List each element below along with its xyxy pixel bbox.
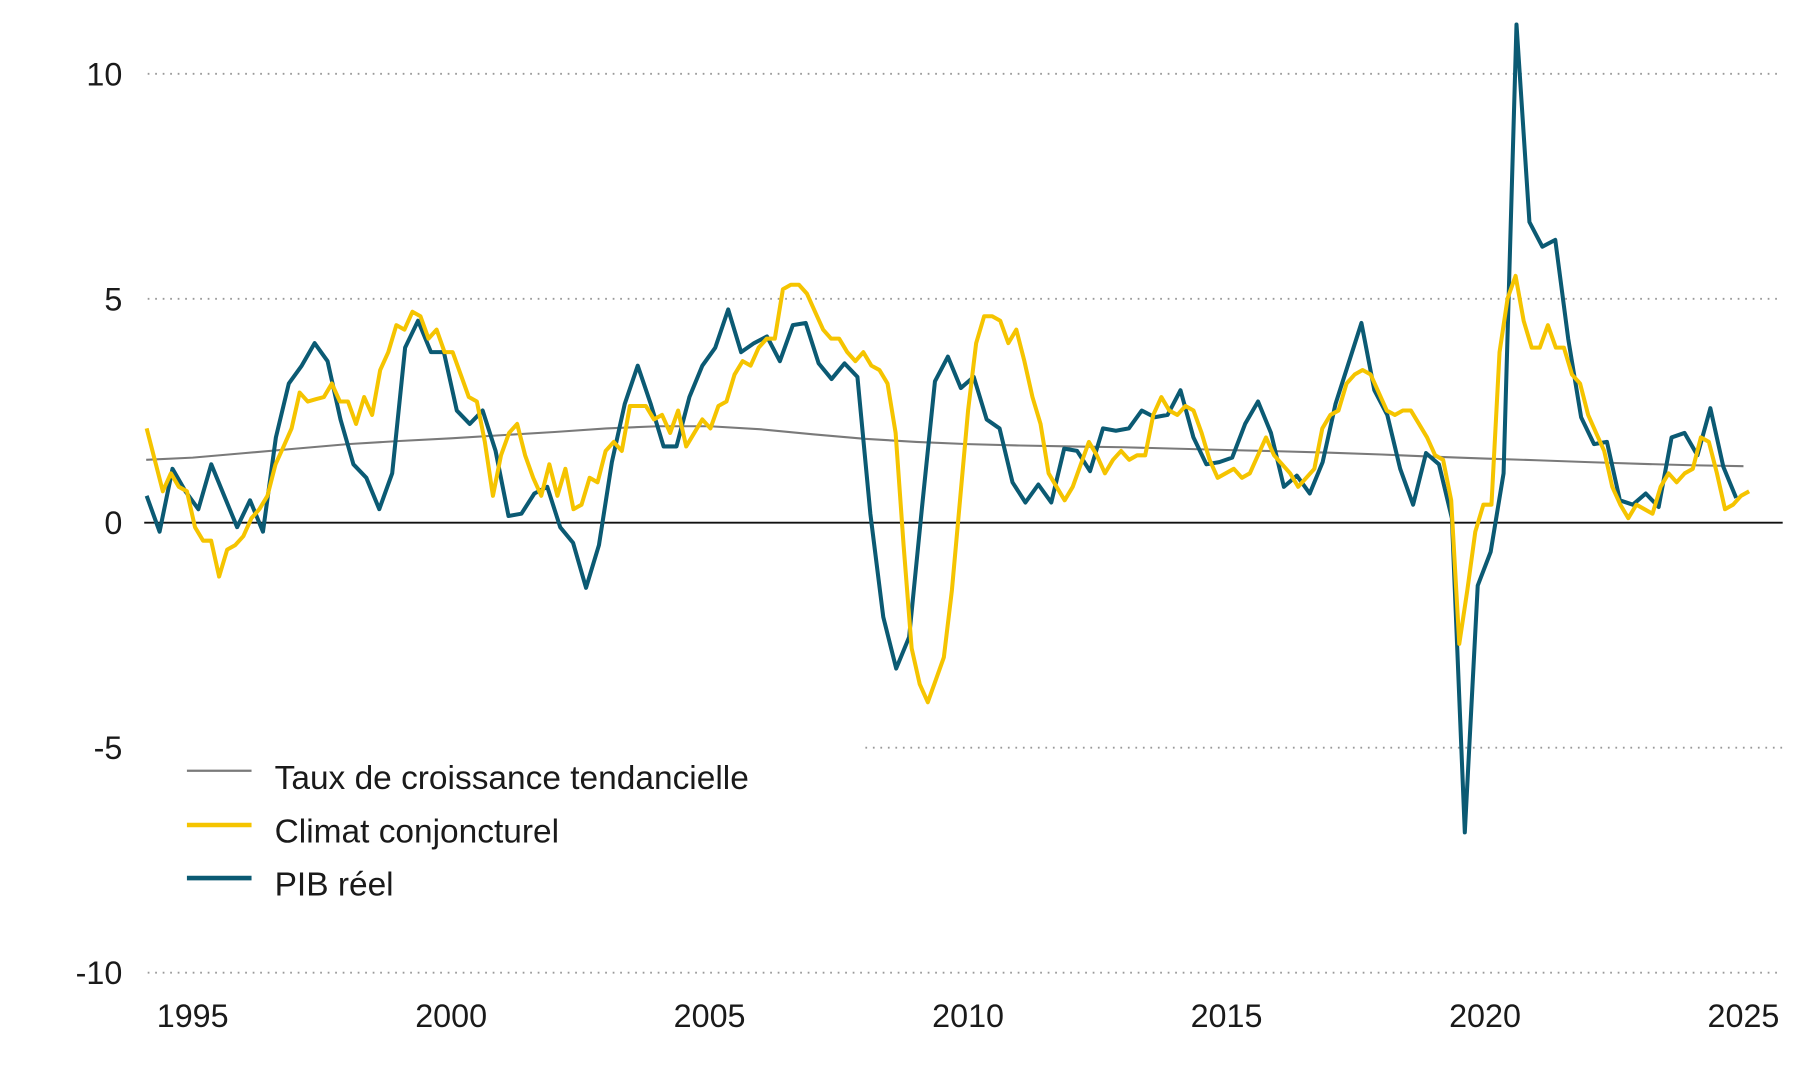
legend-label-pib: PIB réel — [275, 866, 394, 903]
x-tick-label: 2015 — [1191, 998, 1263, 1034]
x-tick-label: 2000 — [415, 998, 487, 1034]
y-tick-label: -10 — [76, 955, 123, 991]
y-tick-label: 10 — [86, 56, 122, 92]
y-tick-label: 0 — [104, 505, 122, 541]
legend-label-trend: Taux de croissance tendancielle — [275, 760, 749, 797]
x-tick-label: 2020 — [1449, 998, 1521, 1034]
gridlines — [144, 72, 1783, 974]
y-axis-ticks: 10 5 0 -5 -10 — [76, 56, 123, 991]
series-line-climat-conjoncturel — [144, 273, 1751, 705]
y-tick-label: 5 — [104, 281, 122, 317]
legend: Taux de croissance tendancielle Climat c… — [186, 760, 749, 903]
x-axis-ticks: 1995 2000 2005 2010 2015 2020 2025 — [157, 998, 1780, 1034]
y-tick-label: -5 — [94, 730, 123, 766]
series-group — [144, 22, 1751, 835]
x-tick-label: 2025 — [1708, 998, 1780, 1034]
x-tick-label: 2010 — [932, 998, 1004, 1034]
legend-label-climat: Climat conjoncturel — [275, 813, 559, 850]
x-tick-label: 2005 — [674, 998, 746, 1034]
series-line-trend — [146, 425, 1744, 468]
x-tick-label: 1995 — [157, 998, 229, 1034]
series-line-pib-reel — [144, 22, 1739, 835]
